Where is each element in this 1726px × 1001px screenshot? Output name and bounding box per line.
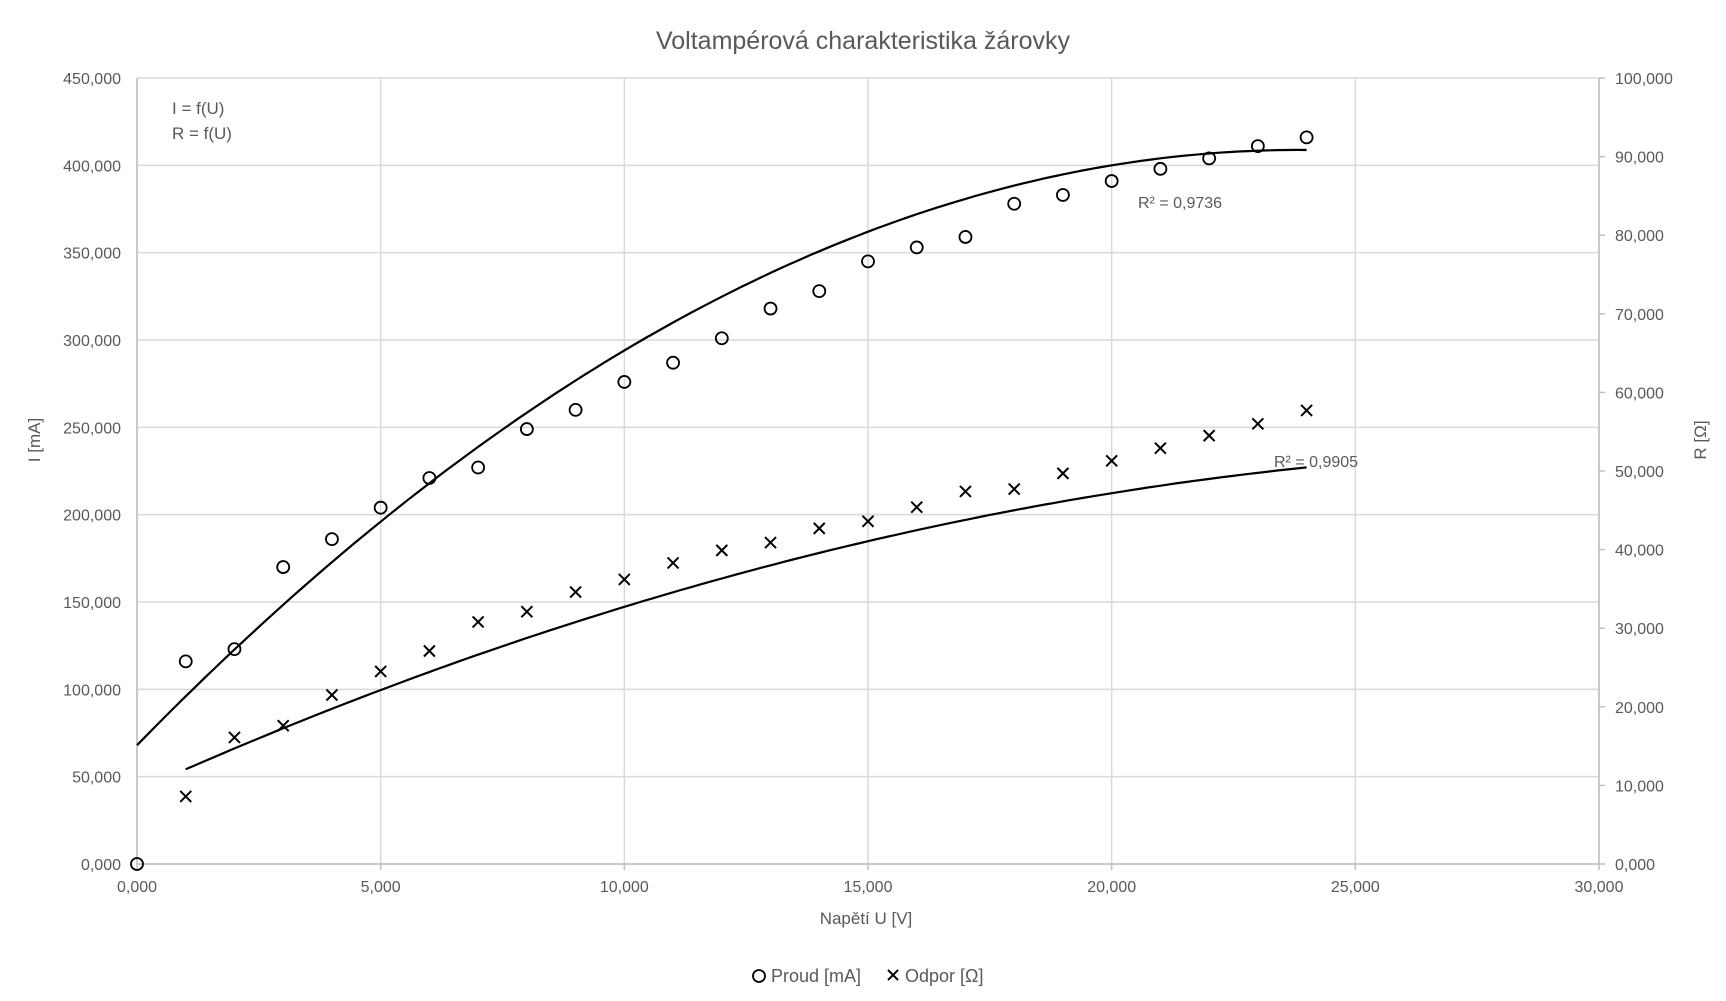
resistance-point xyxy=(228,731,241,744)
y2-tick-label: 80,000 xyxy=(1615,228,1664,245)
axes xyxy=(136,77,1605,870)
current-point xyxy=(276,560,291,574)
resistance-point xyxy=(1251,417,1265,431)
y2-tick-label: 0,000 xyxy=(1615,857,1655,874)
current-point xyxy=(666,355,680,370)
resistance-point xyxy=(910,500,923,514)
current-point xyxy=(958,230,973,244)
resistance-point xyxy=(1007,482,1021,496)
y-tick-label: 400,000 xyxy=(63,158,121,175)
annotation-r-f-u: R = f(U) xyxy=(172,124,232,143)
resistance-point xyxy=(179,790,192,803)
y2-tick-label: 50,000 xyxy=(1615,464,1664,481)
y-tick-label: 350,000 xyxy=(63,246,121,263)
chart-title: Voltampérová charakteristika žárovky xyxy=(656,27,1071,55)
y-tick-label: 0,000 xyxy=(81,857,121,874)
current-point xyxy=(1007,196,1022,211)
current-point xyxy=(519,422,534,436)
resistance-point xyxy=(618,573,631,586)
resistance-point xyxy=(325,688,339,702)
legend-label-resistance: Odpor [Ω] xyxy=(905,966,984,986)
resistance-point xyxy=(423,644,436,658)
resistance-point xyxy=(569,585,582,599)
y2-tick-label: 60,000 xyxy=(1615,385,1664,402)
tick-labels: 0,000 50,000 100,000 150,000 200,000 250,000 3… xyxy=(63,71,1673,896)
x-tick-label: 5,000 xyxy=(361,879,401,896)
trendline-resistance xyxy=(185,466,1307,771)
resistance-point xyxy=(471,615,485,629)
trendlines xyxy=(136,148,1307,771)
x-axis-label: Napětí U [V] xyxy=(820,909,913,928)
x-tick-label: 25,000 xyxy=(1331,879,1380,896)
r-squared-current: R² = 0,9736 xyxy=(1138,195,1222,212)
current-point xyxy=(1104,174,1119,188)
resistance-point xyxy=(1154,441,1167,455)
resistance-point xyxy=(959,485,972,498)
current-point xyxy=(861,254,875,269)
y2-tick-label: 10,000 xyxy=(1615,778,1664,795)
x-tick-label: 20,000 xyxy=(1087,879,1136,896)
current-point xyxy=(763,301,778,316)
current-point xyxy=(227,642,242,657)
r-squared-resistance: R² = 0,9905 xyxy=(1274,454,1358,471)
current-point xyxy=(373,500,388,515)
annotation-i-f-u: I = f(U) xyxy=(172,99,224,118)
current-point xyxy=(812,284,827,298)
y2-tick-label: 30,000 xyxy=(1615,621,1664,638)
resistance-point xyxy=(1202,429,1216,442)
x-tick-label: 10,000 xyxy=(600,879,649,896)
resistance-point xyxy=(764,536,777,549)
resistance-point xyxy=(1300,404,1313,417)
y-tick-label: 150,000 xyxy=(63,595,121,612)
trendline-current xyxy=(136,148,1307,746)
current-point xyxy=(1250,139,1265,154)
current-point xyxy=(1202,151,1217,166)
current-point xyxy=(1299,130,1314,145)
gridlines xyxy=(136,77,1600,865)
y-tick-label: 300,000 xyxy=(63,333,121,350)
y2-tick-label: 40,000 xyxy=(1615,543,1664,560)
resistance-point xyxy=(666,556,680,570)
y2-axis-label: R [Ω] xyxy=(1691,420,1710,459)
y-tick-label: 200,000 xyxy=(63,508,121,525)
y-tick-label: 50,000 xyxy=(72,770,121,787)
resistance-point xyxy=(1056,467,1070,480)
y2-tick-label: 90,000 xyxy=(1615,150,1664,167)
current-point xyxy=(325,532,339,547)
current-point xyxy=(617,375,632,389)
x-tick-label: 30,000 xyxy=(1575,879,1624,896)
resistance-point xyxy=(813,522,826,535)
y2-tick-label: 70,000 xyxy=(1615,307,1664,324)
legend-x-marker-icon xyxy=(887,969,899,981)
legend-label-current: Proud [mA] xyxy=(771,966,861,986)
y2-tick-label: 100,000 xyxy=(1615,71,1673,88)
legend-circle-marker-icon xyxy=(752,969,766,983)
y2-tick-label: 20,000 xyxy=(1615,700,1664,717)
x-tick-label: 0,000 xyxy=(117,879,157,896)
current-point xyxy=(422,471,437,485)
y-tick-label: 100,000 xyxy=(63,682,121,699)
resistance-point xyxy=(374,665,387,678)
resistance-point xyxy=(520,605,534,618)
resistance-point xyxy=(276,719,290,732)
current-point xyxy=(714,331,729,346)
current-point xyxy=(1056,188,1070,202)
resistance-point xyxy=(1105,454,1118,467)
current-point xyxy=(1153,161,1168,176)
resistance-point xyxy=(715,544,729,557)
legend: Proud [mA] Odpor [Ω] xyxy=(752,966,984,986)
x-tick-label: 15,000 xyxy=(844,879,893,896)
y-tick-label: 450,000 xyxy=(63,71,121,88)
current-point xyxy=(568,402,583,417)
y-tick-label: 250,000 xyxy=(63,420,121,437)
current-point xyxy=(909,240,924,255)
current-point xyxy=(178,654,193,669)
current-point xyxy=(130,857,144,871)
current-point xyxy=(471,460,486,475)
y-axis-label: I [mA] xyxy=(25,418,44,462)
data-markers xyxy=(130,130,1314,871)
resistance-point xyxy=(861,515,875,528)
